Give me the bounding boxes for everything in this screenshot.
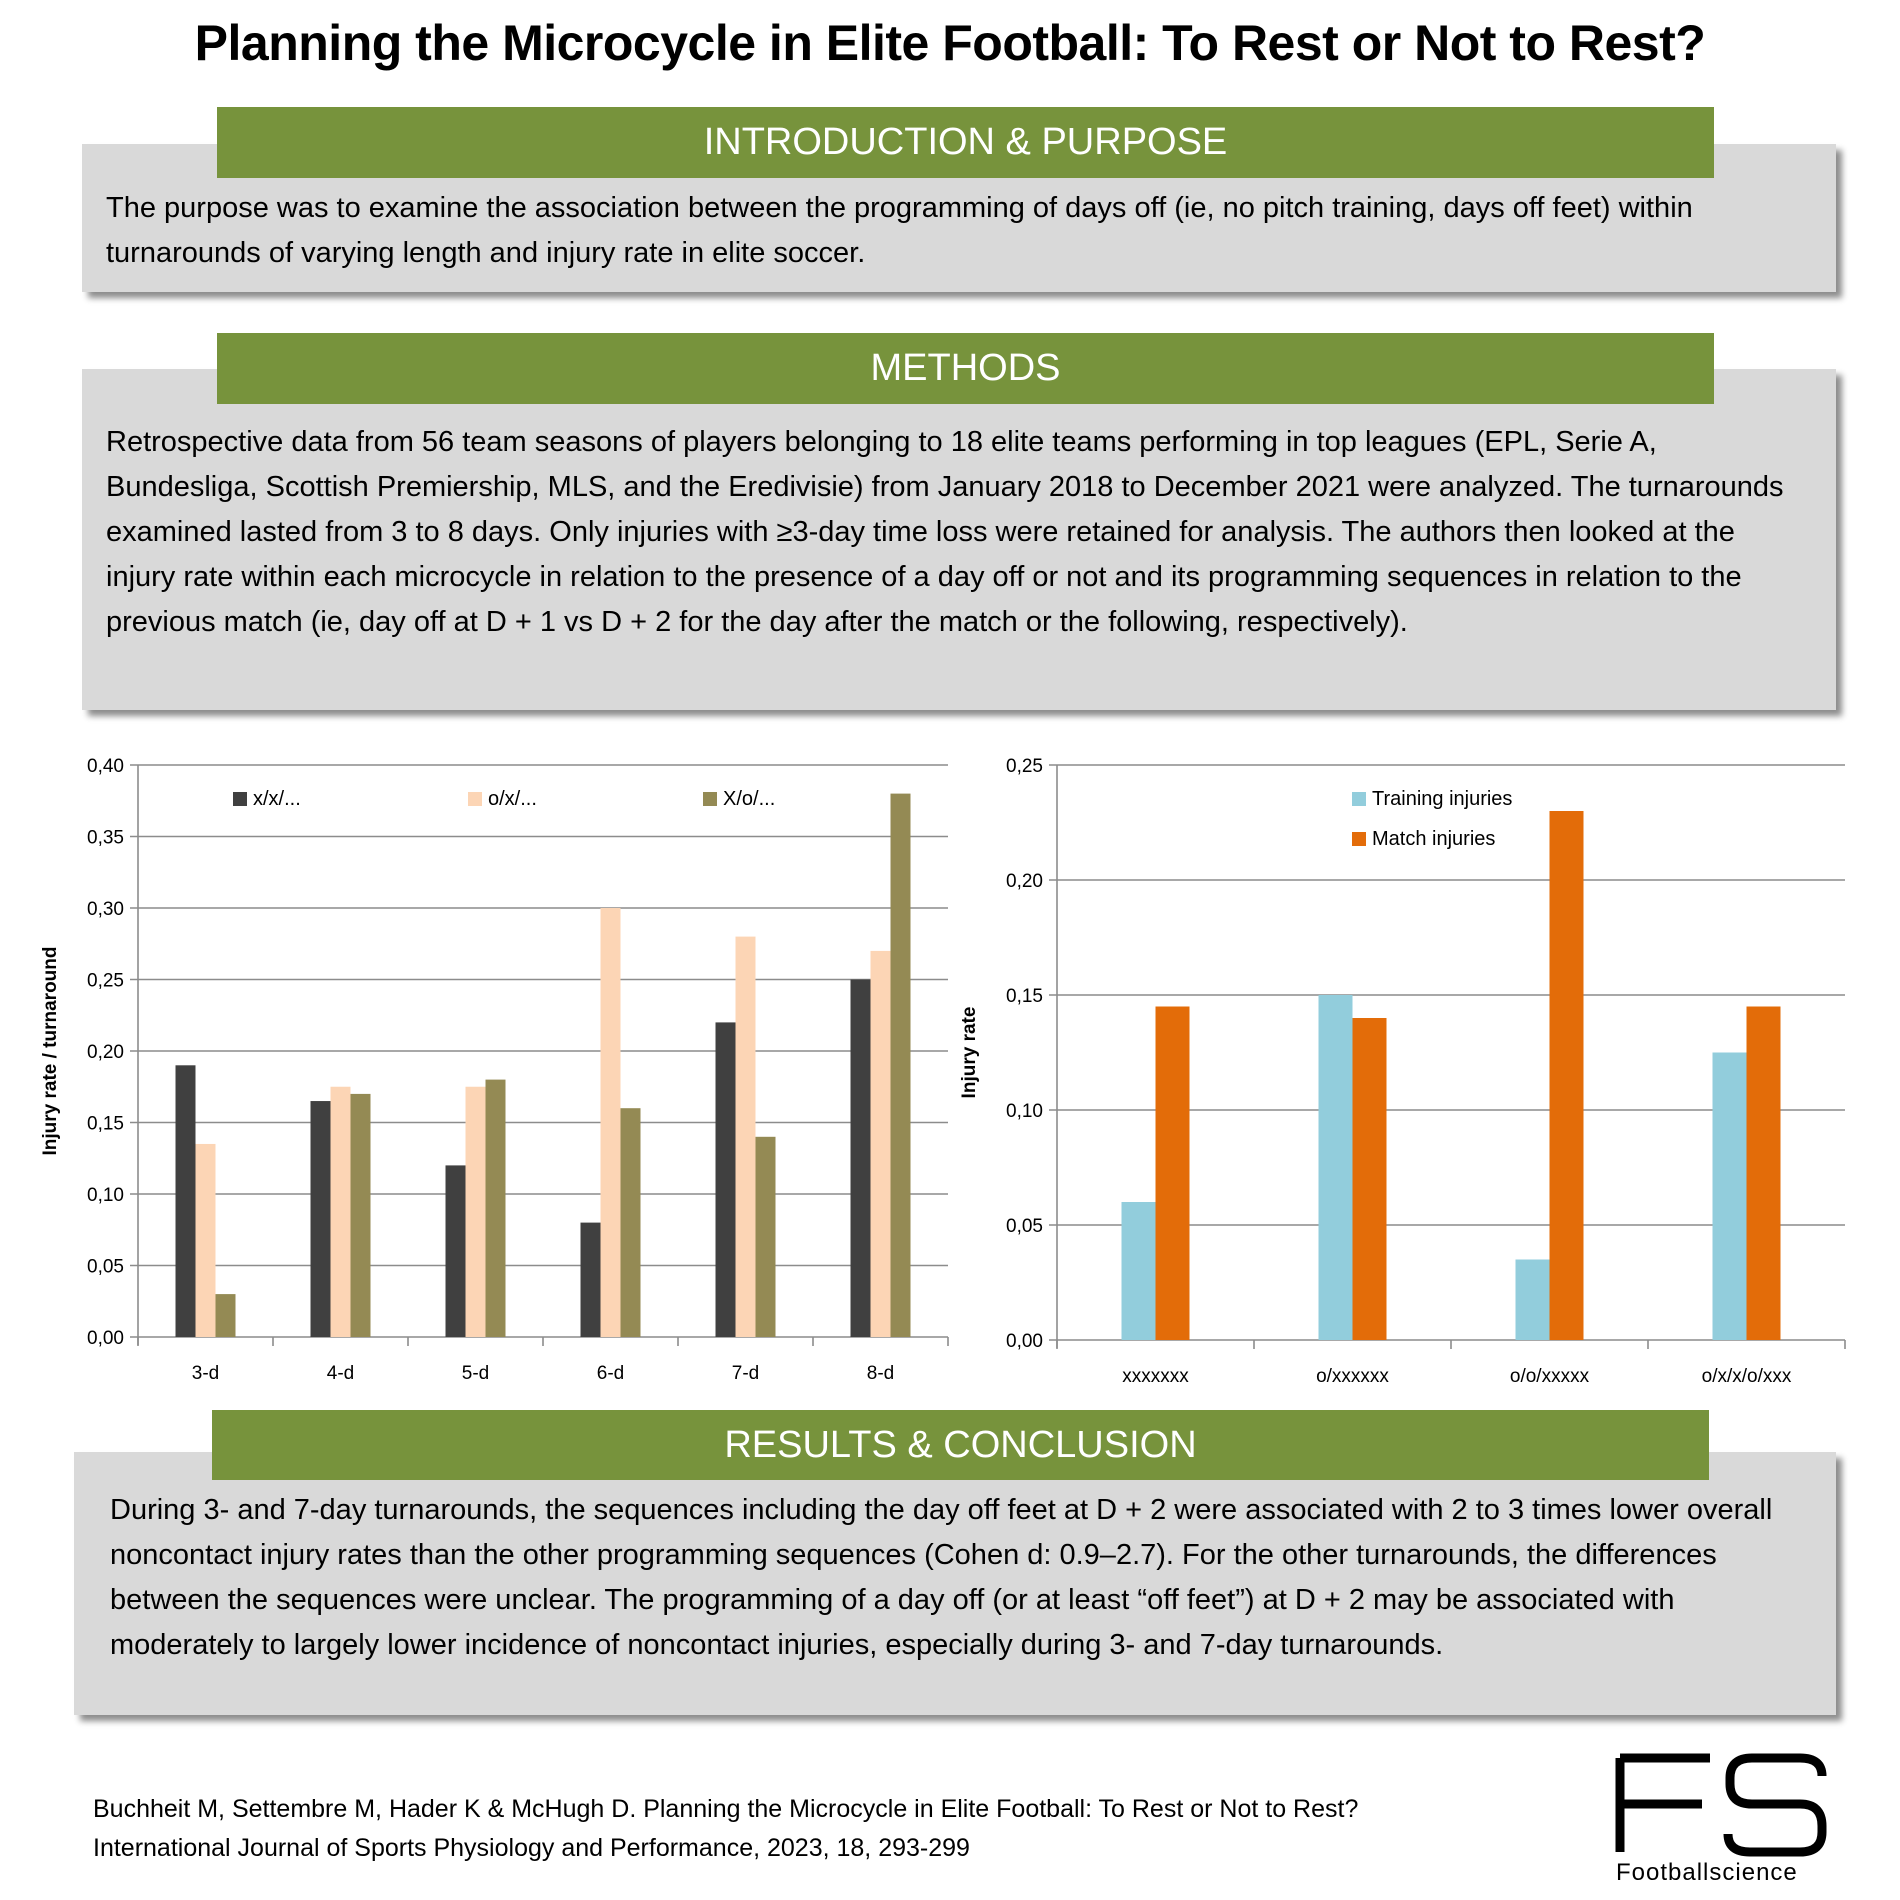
x-tick-label: 8-d bbox=[867, 1363, 894, 1384]
bar-X/o/... bbox=[485, 1079, 506, 1337]
chart-injury-rate-by-sequence: 0,00 0,05 0,10 0,15 0,20 0,25 xxxxxxx o/xxxxxx o… bbox=[959, 756, 1846, 1387]
bar-X/o/... bbox=[215, 1294, 236, 1337]
y-tick-label: 0,25 bbox=[87, 971, 124, 992]
bar-o/x/... bbox=[195, 1143, 216, 1337]
bar-Training injuries bbox=[1318, 995, 1353, 1340]
bar-o/x/... bbox=[465, 1086, 486, 1337]
bar-x/x/... bbox=[715, 1022, 736, 1337]
y-tick-label: 0,35 bbox=[87, 828, 124, 849]
y-axis-label: Injury rate / turnaround bbox=[40, 946, 61, 1155]
y-tick-label: 0,30 bbox=[87, 899, 124, 920]
methods-heading: METHODS bbox=[217, 333, 1714, 404]
bar-Match injuries bbox=[1746, 1006, 1781, 1340]
y-tick-label: 0,10 bbox=[1006, 1101, 1043, 1122]
bar-X/o/... bbox=[620, 1108, 641, 1337]
legend-swatch bbox=[468, 792, 482, 806]
intro-text: The purpose was to examine the associati… bbox=[106, 192, 1693, 269]
results-text: During 3- and 7-day turnarounds, the seq… bbox=[110, 1494, 1773, 1661]
y-tick-label: 0,20 bbox=[87, 1042, 124, 1063]
y-tick-label: 0,40 bbox=[87, 756, 124, 777]
legend-swatch bbox=[703, 792, 717, 806]
bar-X/o/... bbox=[890, 793, 911, 1337]
legend-swatch bbox=[233, 792, 247, 806]
bar-Training injuries bbox=[1121, 1202, 1156, 1340]
bar-o/x/... bbox=[330, 1086, 351, 1337]
bar-Match injuries bbox=[1352, 1018, 1387, 1340]
bar-x/x/... bbox=[310, 1101, 331, 1337]
results-heading: RESULTS & CONCLUSION bbox=[212, 1410, 1709, 1480]
results-box: During 3- and 7-day turnarounds, the seq… bbox=[74, 1452, 1836, 1715]
page-title: Planning the Microcycle in Elite Footbal… bbox=[194, 15, 1706, 71]
legend-swatch bbox=[1352, 792, 1366, 806]
bar-o/x/... bbox=[870, 950, 891, 1337]
svg-text:Footballscience: Footballscience bbox=[1616, 1859, 1798, 1886]
bar-x/x/... bbox=[850, 979, 871, 1337]
citation-line-2: International Journal of Sports Physiolo… bbox=[93, 1834, 970, 1862]
legend-label: X/o/... bbox=[723, 788, 775, 810]
legend-label: Training injuries bbox=[1372, 788, 1512, 810]
bar-X/o/... bbox=[755, 1136, 776, 1337]
y-tick-label: 0,25 bbox=[1006, 756, 1043, 777]
bar-o/x/... bbox=[735, 936, 756, 1337]
x-tick-label: o/x/x/o/xxx bbox=[1702, 1366, 1792, 1387]
bar-x/x/... bbox=[580, 1222, 601, 1337]
y-tick-label: 0,00 bbox=[1006, 1331, 1043, 1352]
x-tick-label: o/xxxxxx bbox=[1316, 1366, 1389, 1387]
chart-injury-rate-by-turnaround: 0,00 0,05 0,10 0,15 0,20 0,25 0,30 0,35 0,40 3-d 4… bbox=[40, 756, 949, 1384]
x-tick-label: 7-d bbox=[732, 1363, 759, 1384]
y-tick-label: 0,00 bbox=[87, 1328, 124, 1349]
x-tick-label: 3-d bbox=[192, 1363, 219, 1384]
legend-label: Match injuries bbox=[1372, 828, 1495, 850]
y-axis-label: Injury rate bbox=[959, 1007, 980, 1099]
legend-label: x/x/... bbox=[253, 788, 301, 810]
legend-swatch bbox=[1352, 832, 1366, 846]
y-tick-label: 0,05 bbox=[87, 1257, 124, 1278]
methods-text: Retrospective data from 56 team seasons … bbox=[106, 426, 1784, 638]
intro-heading: INTRODUCTION & PURPOSE bbox=[217, 107, 1714, 178]
footballscience-logo: Footballscience bbox=[1612, 1748, 1842, 1888]
x-tick-label: 5-d bbox=[462, 1363, 489, 1384]
y-tick-label: 0,15 bbox=[1006, 986, 1043, 1007]
x-tick-label: o/o/xxxxx bbox=[1510, 1366, 1590, 1387]
bar-Training injuries bbox=[1515, 1259, 1550, 1340]
bar-Match injuries bbox=[1549, 811, 1584, 1340]
citation: Buchheit M, Settembre M, Hader K & McHug… bbox=[93, 1790, 1358, 1868]
methods-box: Retrospective data from 56 team seasons … bbox=[82, 369, 1836, 710]
bar-Match injuries bbox=[1155, 1006, 1190, 1340]
x-tick-label: 4-d bbox=[327, 1363, 354, 1384]
x-tick-label: xxxxxxx bbox=[1122, 1366, 1189, 1387]
y-tick-label: 0,05 bbox=[1006, 1216, 1043, 1237]
bar-Training injuries bbox=[1712, 1052, 1747, 1340]
bar-x/x/... bbox=[445, 1165, 466, 1337]
x-tick-label: 6-d bbox=[597, 1363, 624, 1384]
bar-X/o/... bbox=[350, 1093, 371, 1337]
y-tick-label: 0,20 bbox=[1006, 871, 1043, 892]
y-tick-label: 0,15 bbox=[87, 1114, 124, 1135]
legend-label: o/x/... bbox=[488, 788, 537, 810]
citation-line-1: Buchheit M, Settembre M, Hader K & McHug… bbox=[93, 1795, 1359, 1823]
y-tick-label: 0,10 bbox=[87, 1185, 124, 1206]
bar-x/x/... bbox=[175, 1065, 196, 1337]
bar-o/x/... bbox=[600, 908, 621, 1337]
